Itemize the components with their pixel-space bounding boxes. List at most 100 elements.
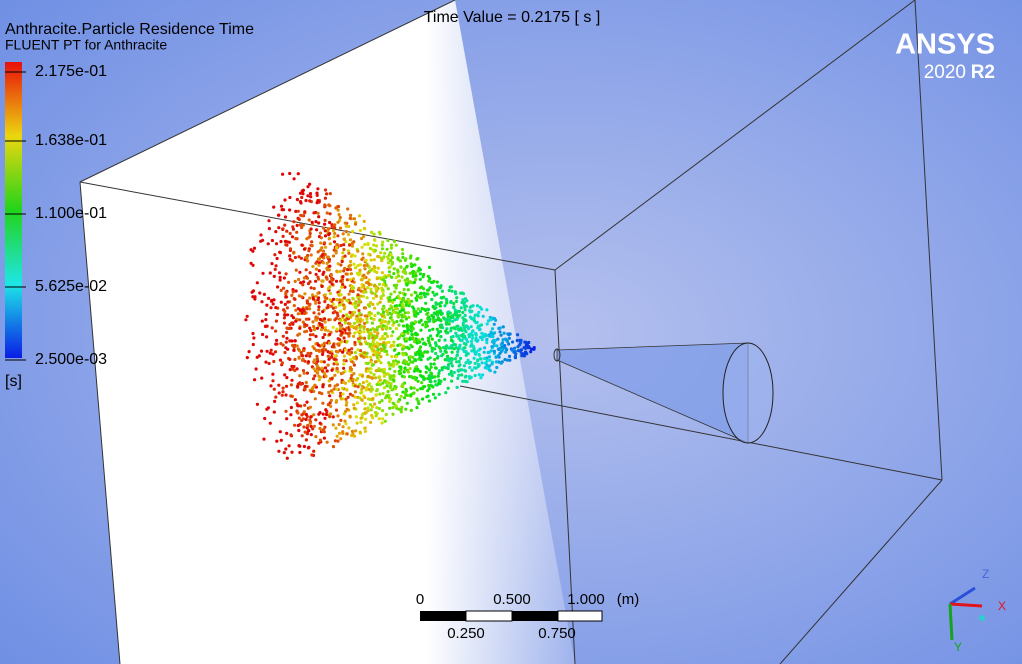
particle	[285, 229, 289, 233]
particle	[342, 237, 346, 241]
particle	[407, 347, 411, 351]
particle	[283, 313, 287, 317]
particle	[353, 331, 357, 335]
particle	[354, 356, 359, 360]
particle	[418, 369, 422, 373]
particle	[325, 261, 329, 265]
particle	[309, 227, 313, 231]
particle	[292, 220, 296, 224]
particle	[314, 279, 318, 283]
particle	[312, 424, 316, 428]
particle	[455, 296, 459, 300]
particle	[300, 418, 304, 423]
particle	[474, 331, 478, 336]
particle	[486, 350, 490, 355]
particle	[513, 355, 517, 359]
particle	[485, 358, 489, 363]
particle	[501, 338, 505, 342]
particle	[419, 345, 423, 349]
particle	[301, 283, 305, 287]
particle	[433, 396, 437, 400]
particle	[328, 291, 332, 296]
particle	[415, 406, 419, 410]
particle	[420, 337, 425, 341]
particle	[439, 349, 443, 353]
particle	[367, 282, 371, 286]
particle	[463, 375, 467, 379]
particle	[454, 292, 458, 296]
particle	[336, 220, 340, 224]
particle	[278, 278, 282, 282]
particle	[321, 369, 325, 373]
particle	[341, 251, 345, 255]
particle	[400, 313, 404, 317]
particle	[338, 303, 342, 307]
particle	[309, 328, 313, 332]
particle	[378, 300, 382, 304]
scale-label: 0.250	[447, 625, 485, 642]
particle	[344, 230, 348, 234]
particle	[290, 450, 294, 454]
particle	[395, 304, 399, 308]
particle	[312, 324, 316, 329]
particle	[360, 384, 364, 389]
particle	[277, 383, 281, 387]
scale-label: 0	[416, 591, 424, 608]
particle	[383, 396, 388, 400]
particle	[494, 355, 498, 359]
particle	[301, 192, 305, 196]
particle	[352, 321, 357, 325]
particle	[318, 231, 323, 235]
particle	[371, 416, 375, 420]
color-bar	[5, 62, 22, 358]
particle	[437, 392, 441, 396]
particle	[268, 271, 272, 275]
particle	[295, 230, 299, 234]
particle	[493, 331, 497, 335]
particle	[400, 247, 404, 252]
particle	[357, 286, 361, 290]
particle	[313, 374, 317, 378]
particle	[414, 333, 418, 337]
particle	[344, 348, 348, 352]
particle	[363, 426, 367, 430]
particle	[271, 352, 275, 356]
particle	[398, 343, 403, 347]
particle	[451, 319, 455, 323]
particle	[320, 366, 324, 370]
particle	[365, 320, 369, 324]
particle	[425, 312, 429, 316]
particle	[401, 255, 405, 259]
particle	[328, 384, 332, 388]
particle	[369, 408, 373, 412]
particle	[444, 391, 448, 395]
particle	[378, 378, 382, 382]
particle	[309, 390, 314, 394]
particle	[374, 244, 379, 248]
particle	[348, 301, 352, 305]
particle	[372, 268, 376, 272]
particle	[452, 326, 456, 330]
particle	[391, 300, 395, 304]
particle	[428, 328, 432, 332]
particle	[368, 397, 372, 401]
particle	[388, 367, 392, 371]
particle	[272, 274, 276, 278]
particle	[344, 397, 348, 401]
particle	[373, 248, 377, 252]
particle	[317, 261, 321, 265]
particle	[261, 271, 265, 275]
particle	[351, 394, 355, 398]
particle	[468, 315, 472, 319]
particle	[333, 439, 337, 443]
particle	[491, 317, 495, 321]
particle	[496, 337, 500, 341]
particle	[348, 289, 353, 293]
particle	[416, 399, 420, 403]
particle	[527, 340, 531, 345]
particle	[338, 338, 342, 342]
particle	[388, 406, 392, 410]
particle	[385, 341, 389, 345]
particle	[479, 357, 483, 361]
particle	[383, 320, 387, 324]
